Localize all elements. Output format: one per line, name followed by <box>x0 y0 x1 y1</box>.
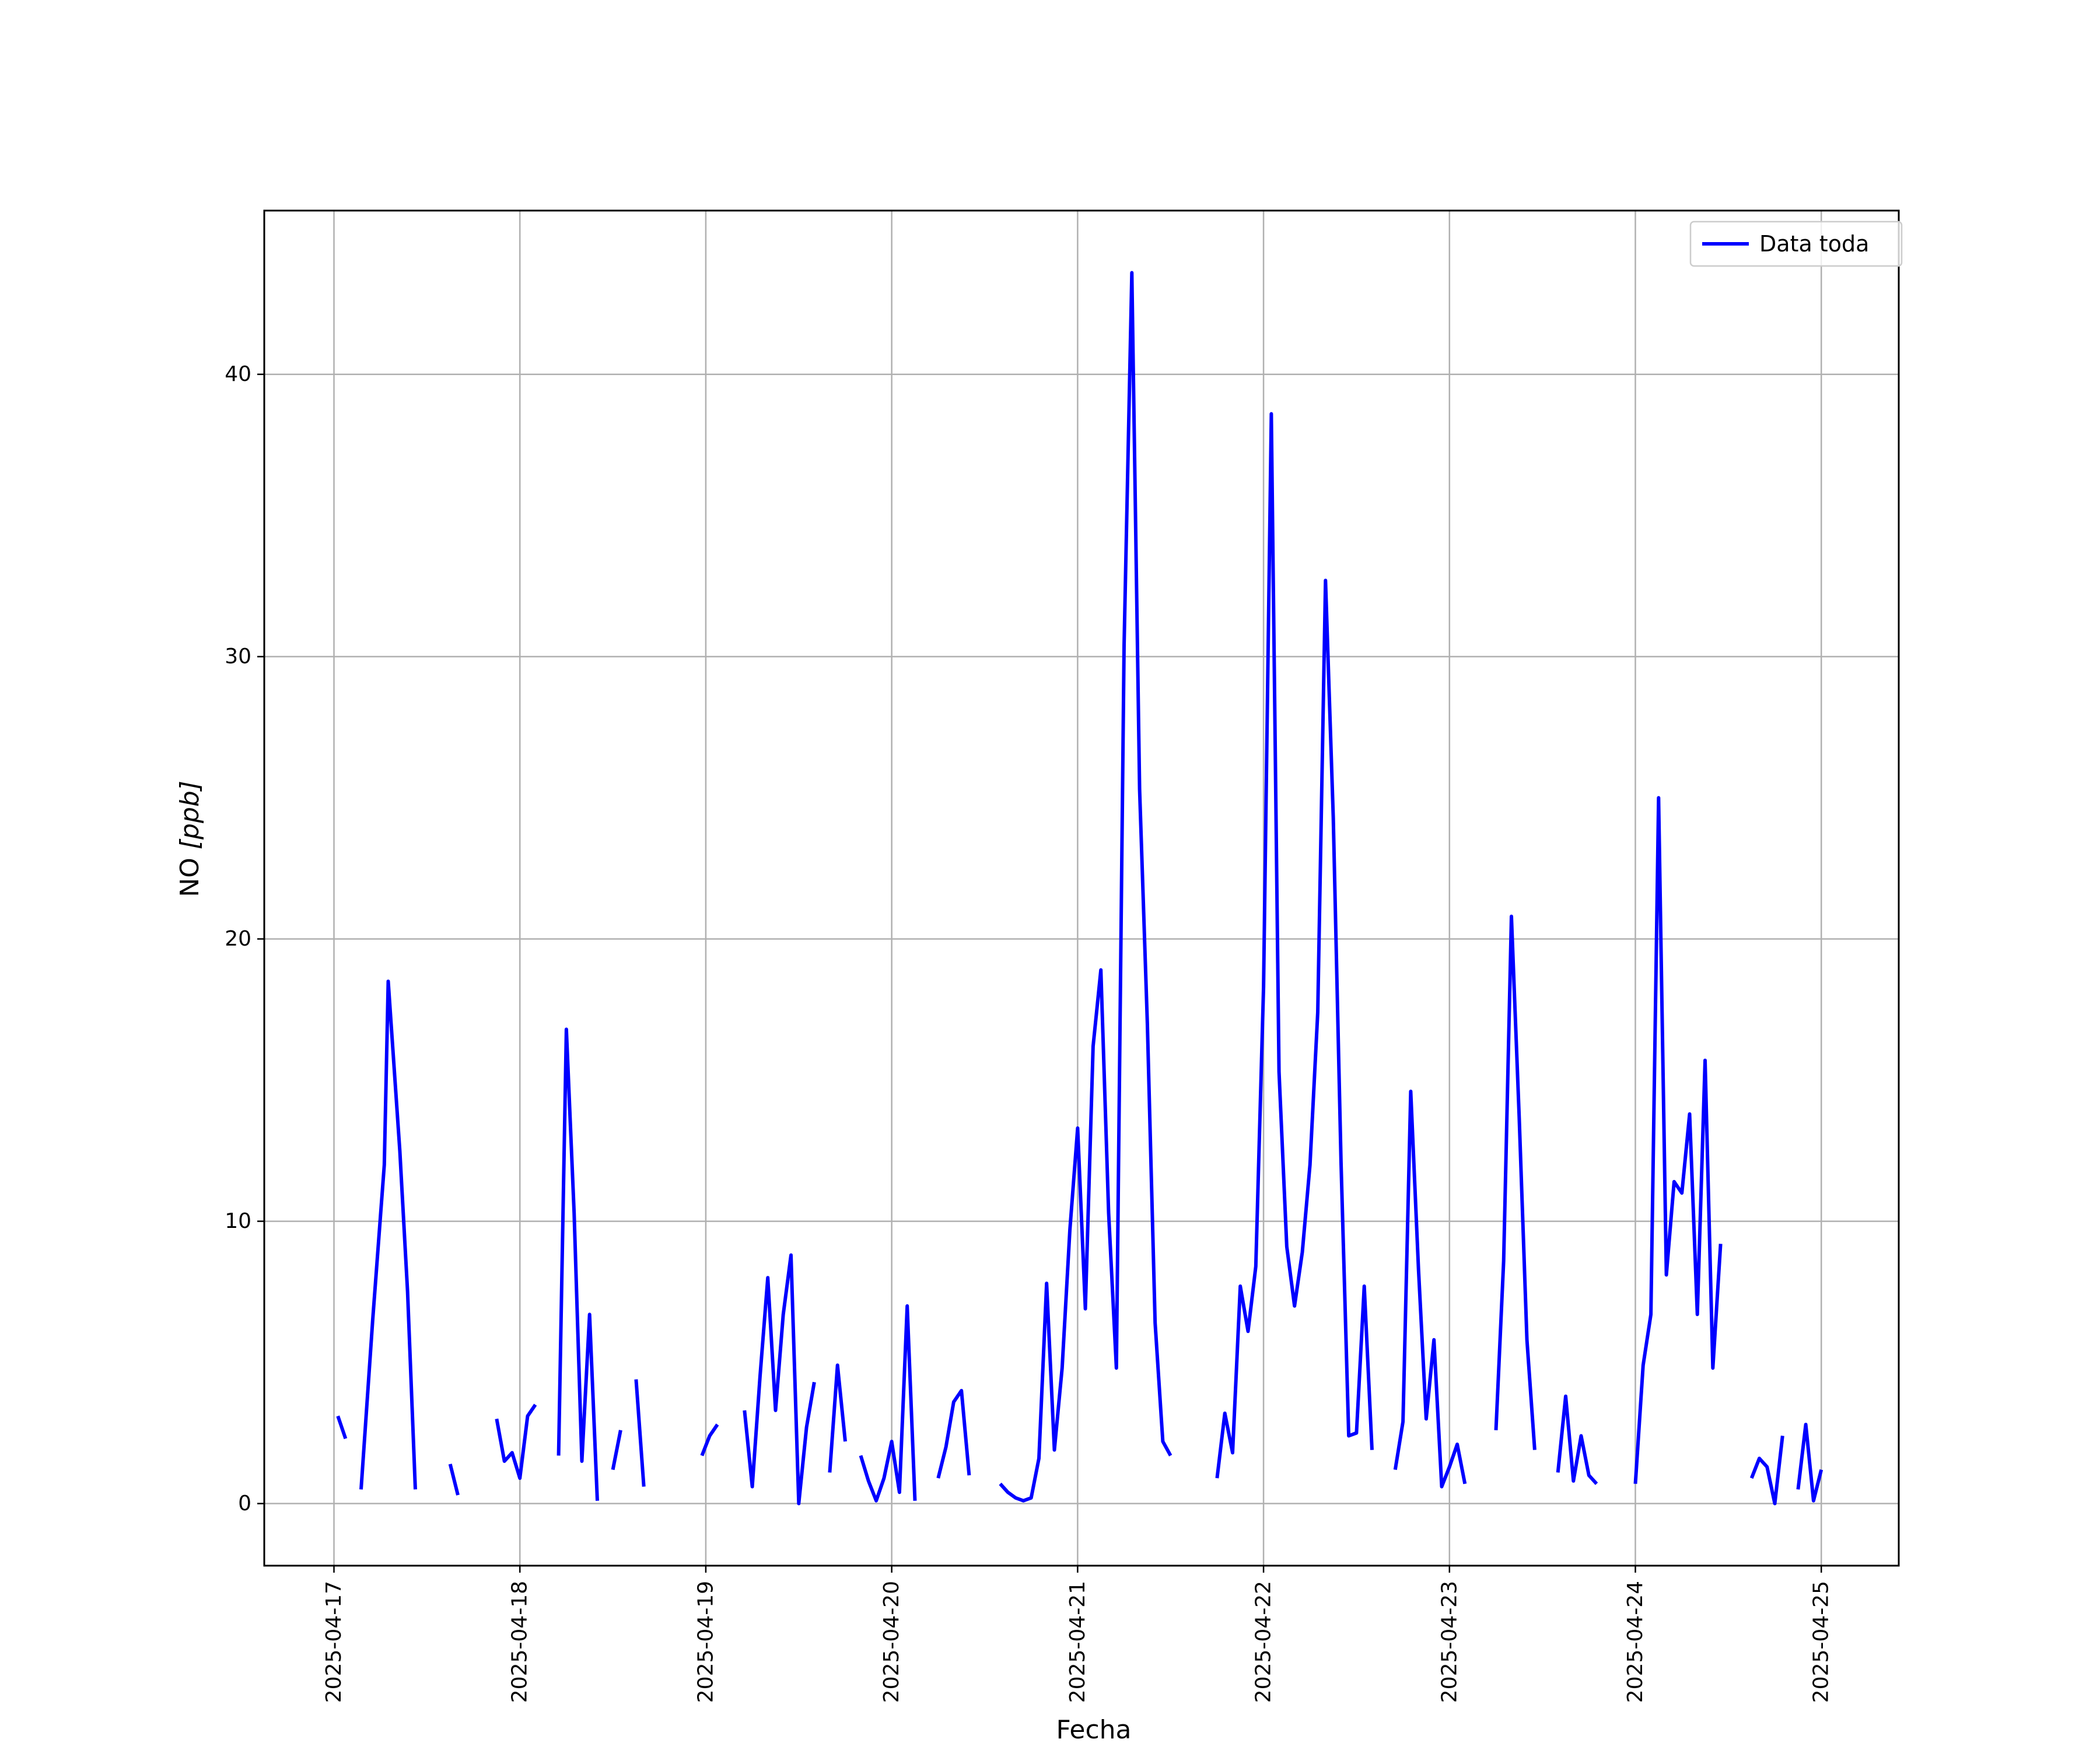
series-line-segment <box>634 1379 646 1487</box>
series-line-segment <box>448 1464 460 1496</box>
y-axis-label: NO [ppb] <box>175 780 205 897</box>
series-line-segment <box>359 979 417 1490</box>
series-line-segment <box>999 271 1172 1503</box>
series-line-segment <box>1393 1089 1467 1489</box>
series-line-segment <box>743 1253 816 1506</box>
series-line-segment <box>495 1404 537 1480</box>
series-line-segment <box>1215 412 1374 1479</box>
y-tick-label: 20 <box>225 927 251 951</box>
series-line-segment <box>828 1363 847 1473</box>
series-line-segment <box>700 1423 719 1457</box>
series-line-segment <box>1494 914 1536 1450</box>
x-tick-label: 2025-04-25 <box>1810 1581 1833 1703</box>
y-tick-label: 10 <box>225 1209 251 1233</box>
series-line-segment <box>1633 796 1723 1484</box>
x-tick-label: 2025-04-22 <box>1252 1581 1276 1703</box>
series-layer <box>336 271 1824 1506</box>
plot-frame <box>263 209 1900 1567</box>
x-tick-label: 2025-04-19 <box>694 1581 718 1703</box>
x-tick-label: 2025-04-17 <box>322 1581 346 1703</box>
series-line-segment <box>859 1304 917 1503</box>
series-line-segment <box>336 1415 348 1440</box>
x-tick-label: 2025-04-18 <box>508 1581 532 1703</box>
series-line-segment <box>1796 1423 1824 1503</box>
legend-label: Data toda <box>1759 231 1869 257</box>
x-tick-label: 2025-04-20 <box>880 1581 904 1703</box>
x-tick-label: 2025-04-23 <box>1437 1581 1461 1703</box>
axis-ticks: 2025-04-17 2025-04-18 2025-04-19 2025-04-20… <box>225 362 1833 1703</box>
y-tick-label: 30 <box>225 645 251 668</box>
x-tick-label: 2025-04-24 <box>1623 1581 1647 1703</box>
series-line-segment <box>1556 1394 1598 1485</box>
x-axis-label: Fecha <box>1056 1715 1131 1745</box>
y-tick-label: 40 <box>225 362 251 386</box>
series-line-segment <box>936 1388 971 1479</box>
legend: Data toda <box>1689 220 1903 267</box>
series-line-segment <box>556 1027 599 1501</box>
x-tick-label: 2025-04-21 <box>1066 1581 1090 1703</box>
y-tick-label: 0 <box>238 1492 251 1516</box>
series-line-segment <box>611 1430 622 1471</box>
legend-box <box>1689 220 1903 267</box>
y-axis-label-unit: [ppb] <box>175 780 205 849</box>
y-axis-label-text: NO <box>175 849 205 897</box>
series-line-segment <box>1749 1436 1784 1506</box>
